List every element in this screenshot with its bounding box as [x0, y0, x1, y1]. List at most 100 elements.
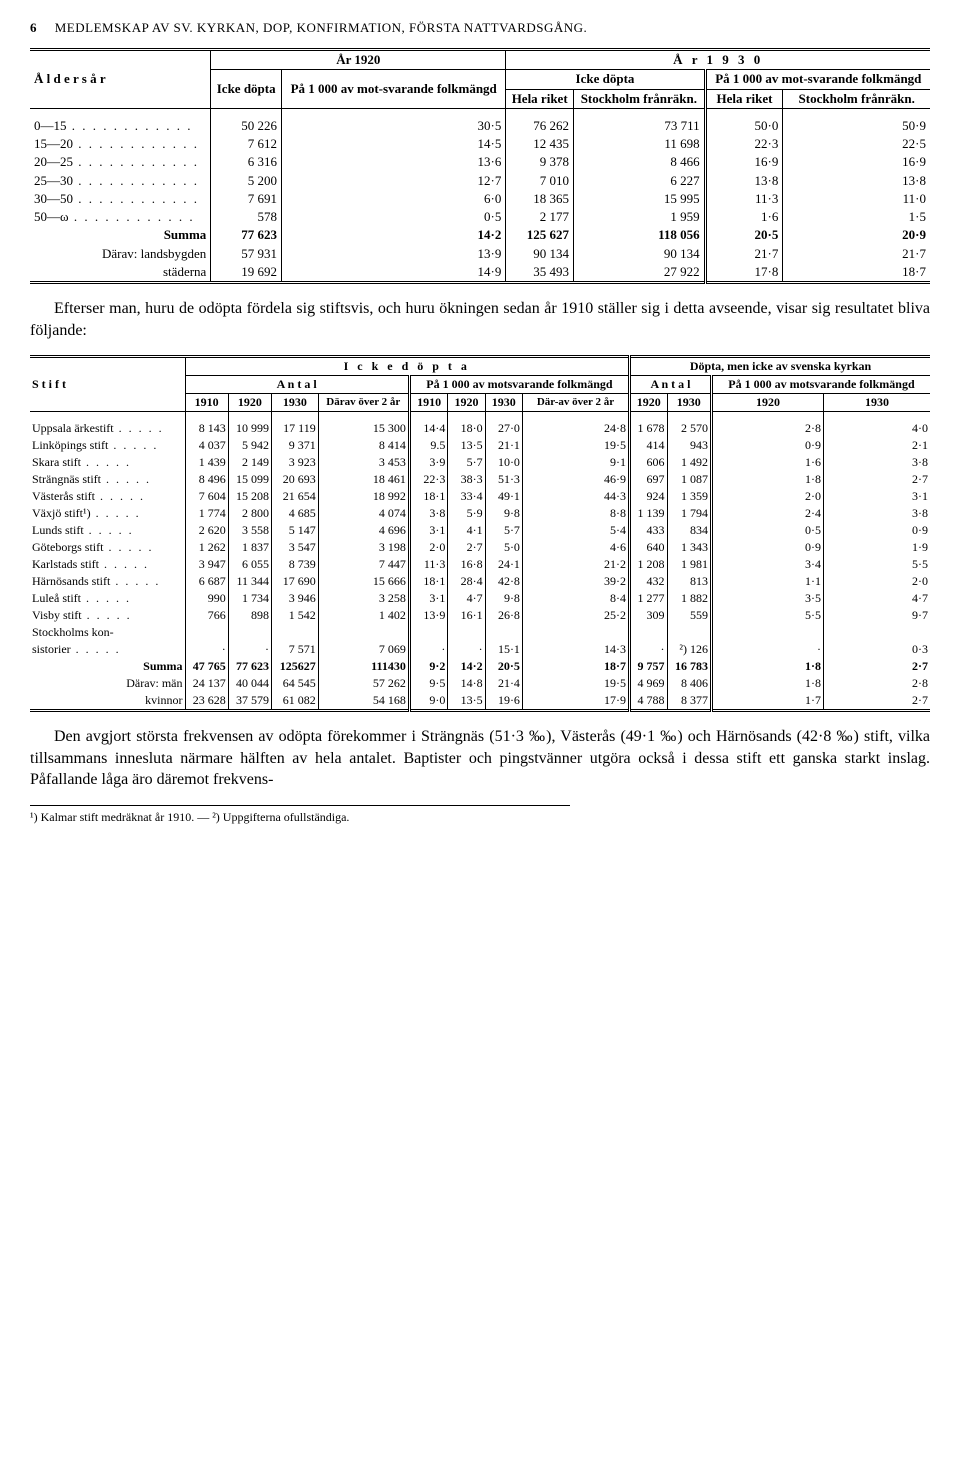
col-antal-a: A n t a l [185, 376, 409, 394]
cell: 4 685 [272, 505, 319, 522]
cell: 766 [185, 607, 228, 624]
cell: 1 837 [228, 539, 271, 556]
cell: 2·7 [448, 539, 485, 556]
darav-a: Därav över 2 år [318, 394, 409, 412]
cell: 37 579 [228, 692, 271, 711]
cell: 11·0 [783, 190, 930, 208]
cell: 2 800 [228, 505, 271, 522]
cell: 9·2 [409, 658, 448, 675]
cell: 77 623 [211, 226, 282, 244]
cell: · [409, 641, 448, 658]
cell: 14·9 [282, 263, 506, 283]
cell: 57 931 [211, 245, 282, 263]
cell: 2·7 [823, 471, 930, 488]
row-label: Därav: landsbygden [30, 245, 211, 263]
cell: 6 227 [574, 172, 706, 190]
cell: 16·8 [448, 556, 485, 573]
cell: 8 466 [574, 153, 706, 171]
row-label: 15—20 [30, 135, 211, 153]
cell: 1 774 [185, 505, 228, 522]
cell: 3·5 [711, 590, 823, 607]
table-stift: S t i f t I c k e d ö p t a Döpta, men i… [30, 355, 930, 712]
row-label: Västerås stift [30, 488, 185, 505]
page-number: 6 [30, 20, 37, 36]
cell: 4·6 [522, 539, 629, 556]
cell: 51·3 [485, 471, 522, 488]
cell: 22·3 [705, 135, 783, 153]
cell: 3 258 [318, 590, 409, 607]
cell: 9 378 [506, 153, 574, 171]
cell: 24·1 [485, 556, 522, 573]
y1930a: 1930 [272, 394, 319, 412]
cell: · [228, 641, 271, 658]
cell: 1 959 [574, 208, 706, 226]
col-stift: S t i f t [30, 357, 185, 412]
cell: 5·5 [823, 556, 930, 573]
row-label: Göteborgs stift [30, 539, 185, 556]
cell: 15 208 [228, 488, 271, 505]
cell: 4 788 [629, 692, 667, 711]
row-label: Summa [30, 226, 211, 244]
cell: 1·8 [711, 471, 823, 488]
cell: 15 099 [228, 471, 271, 488]
cell: 19·5 [522, 437, 629, 454]
cell: 1 542 [272, 607, 319, 624]
row-label: Karlstads stift [30, 556, 185, 573]
cell: 0·9 [823, 522, 930, 539]
cell: 77 623 [228, 658, 271, 675]
cell: 0·3 [823, 641, 930, 658]
cell: 4·7 [823, 590, 930, 607]
cell: 1 359 [667, 488, 711, 505]
cell: 26·8 [485, 607, 522, 624]
cell: 2·4 [711, 505, 823, 522]
cell: 7 612 [211, 135, 282, 153]
col-icke-dopta-1920: Icke döpta [211, 70, 282, 109]
cell: 2 570 [667, 420, 711, 437]
cell: 1·8 [711, 675, 823, 692]
cell: 17 690 [272, 573, 319, 590]
cell: 19·6 [485, 692, 522, 711]
cell: 13·9 [282, 245, 506, 263]
row-label: Summa [30, 658, 185, 675]
cell: 19 692 [211, 263, 282, 283]
cell: 46·9 [522, 471, 629, 488]
cell: 50 226 [211, 117, 282, 135]
col-1930: Å r 1 9 3 0 [506, 50, 930, 70]
cell: 6 316 [211, 153, 282, 171]
cell: 44·3 [522, 488, 629, 505]
cell: 14·5 [282, 135, 506, 153]
cell: 1·5 [783, 208, 930, 226]
row-label: Visby stift [30, 607, 185, 624]
cell: 11 698 [574, 135, 706, 153]
cell: 20·5 [705, 226, 783, 244]
cell: 3·8 [823, 454, 930, 471]
cell: 834 [667, 522, 711, 539]
cell: 18 461 [318, 471, 409, 488]
cell: 432 [629, 573, 667, 590]
cell: 76 262 [506, 117, 574, 135]
cell: 15 300 [318, 420, 409, 437]
cell: 18 992 [318, 488, 409, 505]
cell: 12·7 [282, 172, 506, 190]
cell: 64 545 [272, 675, 319, 692]
row-label: Linköpings stift [30, 437, 185, 454]
cell: 18·0 [448, 420, 485, 437]
cell: 9·1 [522, 454, 629, 471]
cell: 13·5 [448, 692, 485, 711]
cell: 16·9 [705, 153, 783, 171]
cell: 813 [667, 573, 711, 590]
cell: 3 453 [318, 454, 409, 471]
cell: 2 149 [228, 454, 271, 471]
cell: 17 119 [272, 420, 319, 437]
row-label: Skara stift [30, 454, 185, 471]
y1930c: 1930 [667, 394, 711, 412]
col-pa1000-1930: På 1 000 av mot-svarande folkmängd [705, 70, 930, 89]
col-antal-b: A n t a l [629, 376, 711, 394]
cell: 22·3 [409, 471, 448, 488]
cell: 924 [629, 488, 667, 505]
cell: 5 942 [228, 437, 271, 454]
cell: 3·8 [823, 505, 930, 522]
cell: 10·0 [485, 454, 522, 471]
cell: 14·2 [448, 658, 485, 675]
cell: 990 [185, 590, 228, 607]
